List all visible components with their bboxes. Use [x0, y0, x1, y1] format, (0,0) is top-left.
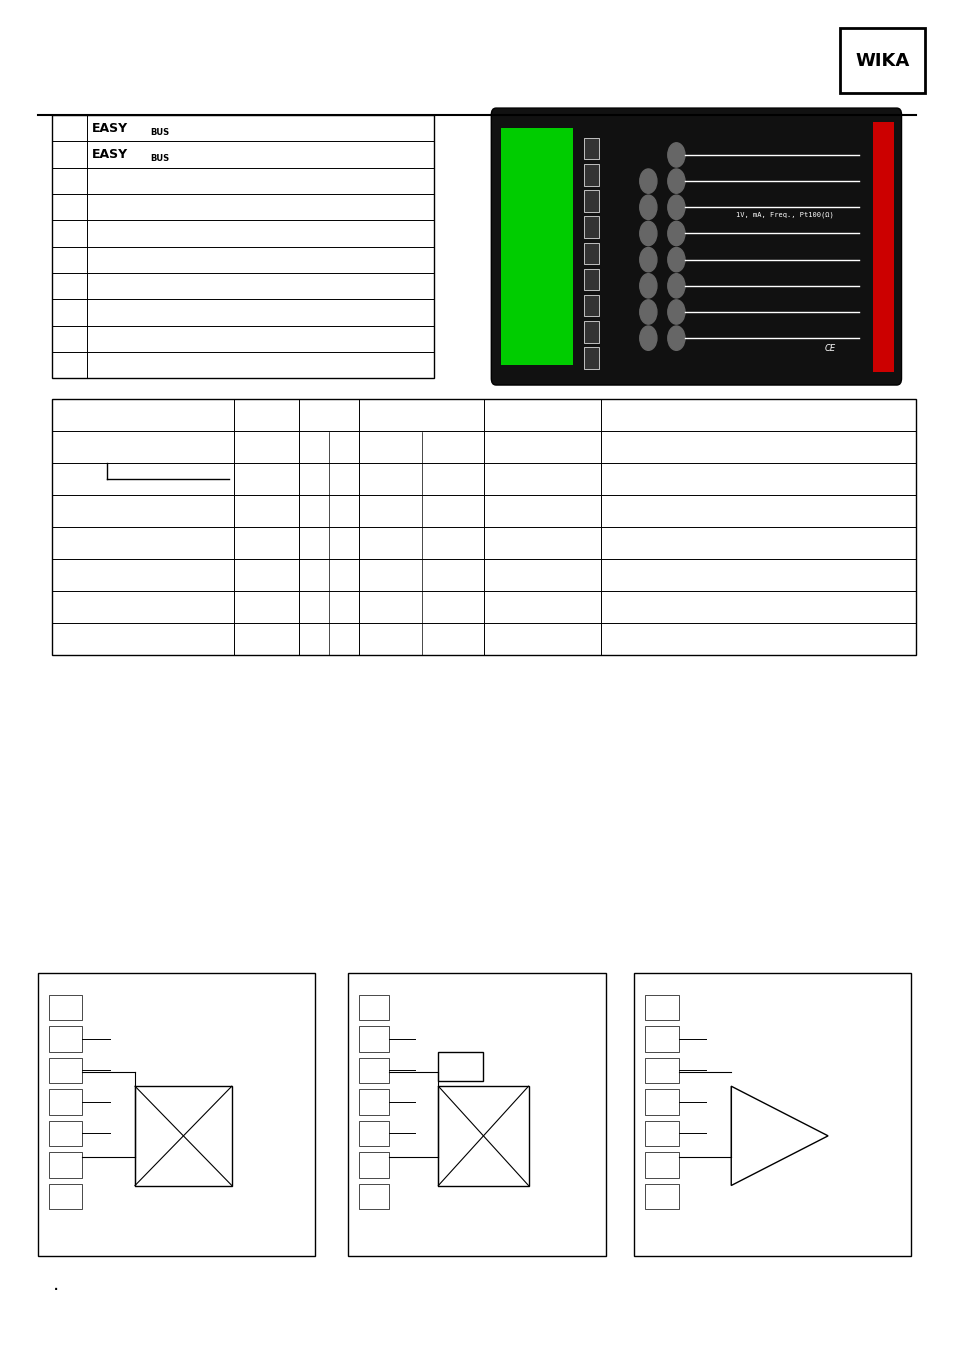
- Circle shape: [639, 300, 657, 324]
- Text: CE: CE: [823, 345, 835, 353]
- Bar: [583, 190, 598, 212]
- Circle shape: [667, 222, 684, 246]
- Bar: [583, 138, 598, 159]
- Text: 1V, mA, Freq., Pt100(Ω): 1V, mA, Freq., Pt100(Ω): [736, 212, 833, 219]
- Bar: [839, 28, 924, 93]
- Text: WIKA: WIKA: [855, 51, 908, 70]
- Bar: [583, 216, 598, 238]
- Bar: [645, 994, 678, 1020]
- Circle shape: [639, 222, 657, 246]
- Bar: [358, 1121, 389, 1146]
- Bar: [50, 1121, 82, 1146]
- Bar: [50, 1089, 82, 1115]
- Bar: [645, 1183, 678, 1209]
- Circle shape: [667, 169, 684, 193]
- Bar: [437, 1052, 483, 1081]
- Circle shape: [667, 274, 684, 299]
- Polygon shape: [731, 1086, 827, 1186]
- Bar: [358, 994, 389, 1020]
- Bar: [50, 1027, 82, 1051]
- Bar: [583, 347, 598, 369]
- Bar: [52, 115, 434, 378]
- Circle shape: [667, 326, 684, 350]
- Bar: [583, 163, 598, 185]
- Bar: [358, 1152, 389, 1178]
- Bar: [583, 322, 598, 343]
- Circle shape: [639, 169, 657, 193]
- Circle shape: [667, 247, 684, 272]
- Circle shape: [639, 326, 657, 350]
- Bar: [500, 128, 573, 365]
- Bar: [50, 994, 82, 1020]
- Bar: [358, 1089, 389, 1115]
- Bar: [52, 399, 915, 655]
- Bar: [358, 1058, 389, 1084]
- Circle shape: [667, 143, 684, 168]
- Bar: [135, 1086, 232, 1186]
- Bar: [50, 1183, 82, 1209]
- Bar: [358, 1183, 389, 1209]
- Text: EASY: EASY: [91, 122, 128, 135]
- Bar: [583, 243, 598, 265]
- Text: EASY: EASY: [91, 147, 128, 161]
- Bar: [358, 1027, 389, 1051]
- Circle shape: [639, 274, 657, 299]
- Bar: [645, 1089, 678, 1115]
- Bar: [645, 1027, 678, 1051]
- Text: ·: ·: [52, 1281, 59, 1300]
- Bar: [583, 295, 598, 316]
- Circle shape: [667, 300, 684, 324]
- Circle shape: [639, 247, 657, 272]
- Bar: [583, 269, 598, 290]
- Bar: [50, 1152, 82, 1178]
- Bar: [348, 973, 605, 1256]
- Bar: [50, 1058, 82, 1084]
- Bar: [634, 973, 910, 1256]
- Bar: [645, 1152, 678, 1178]
- Bar: [437, 1086, 528, 1186]
- Circle shape: [667, 195, 684, 219]
- Bar: [872, 122, 893, 372]
- Bar: [645, 1058, 678, 1084]
- Text: BUS: BUS: [151, 127, 170, 136]
- FancyBboxPatch shape: [491, 108, 901, 385]
- Bar: [38, 973, 314, 1256]
- Text: BUS: BUS: [151, 154, 170, 163]
- Bar: [645, 1121, 678, 1146]
- Circle shape: [639, 195, 657, 219]
